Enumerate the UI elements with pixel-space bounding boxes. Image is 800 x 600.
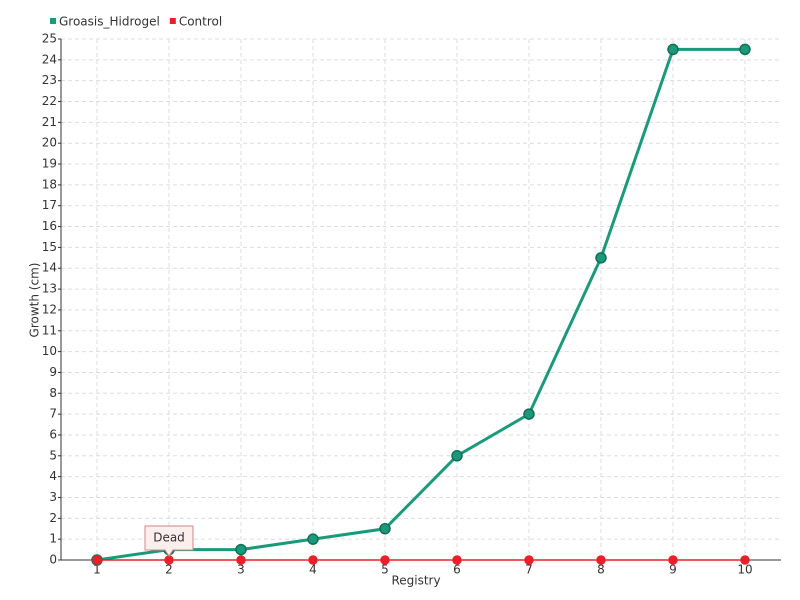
- data-point: [379, 522, 391, 535]
- y-tick-label: 22: [42, 94, 57, 108]
- y-tick-label: 1: [49, 532, 57, 546]
- x-tick-label: 5: [381, 563, 389, 577]
- data-point: [164, 555, 174, 565]
- y-tick-label: 13: [42, 282, 57, 296]
- data-point: [740, 555, 750, 565]
- annotation-box: [144, 525, 194, 557]
- y-tick-label: 10: [42, 344, 57, 358]
- data-point: [236, 555, 246, 565]
- y-tick-label: 9: [49, 365, 57, 379]
- y-tick-label: 12: [42, 302, 57, 316]
- data-point: [667, 43, 679, 56]
- y-tick-label: 17: [42, 198, 57, 212]
- x-tick-label: 7: [525, 563, 533, 577]
- x-tick-label: 3: [237, 563, 245, 577]
- data-point: [92, 555, 102, 565]
- y-tick-label: 19: [42, 157, 57, 171]
- y-tick-label: 0: [49, 553, 57, 567]
- y-tick-label: 14: [42, 261, 57, 275]
- y-tick-label: 23: [42, 73, 57, 87]
- x-axis-label: Registry: [391, 574, 440, 588]
- y-tick-label: 7: [49, 407, 57, 421]
- y-tick-label: 21: [42, 115, 57, 129]
- data-point: [235, 543, 247, 556]
- x-tick-label: 6: [453, 563, 461, 577]
- y-tick-label: 15: [42, 240, 57, 254]
- data-point: [451, 450, 463, 462]
- data-point: [739, 43, 751, 56]
- x-tick-label: 2: [165, 563, 173, 577]
- legend-label: Control: [179, 15, 222, 29]
- y-tick-label: 4: [49, 469, 57, 483]
- data-point: [523, 408, 535, 420]
- y-tick-label: 3: [49, 490, 57, 504]
- y-tick-label: 5: [49, 448, 57, 462]
- legend-label: Groasis_Hidrogel: [59, 15, 160, 29]
- series-line: [96, 47, 745, 562]
- data-point: [307, 533, 319, 545]
- y-tick-label: 6: [49, 427, 57, 441]
- data-point: [596, 555, 606, 565]
- data-point: [595, 252, 607, 264]
- x-tick-label: 10: [737, 563, 752, 577]
- x-tick-label: 1: [93, 563, 101, 577]
- y-tick-label: 8: [49, 386, 57, 400]
- y-axis-label: Growth (cm): [28, 263, 42, 338]
- data-point: [308, 555, 318, 565]
- x-tick-label: 9: [669, 563, 677, 577]
- legend-swatch: [169, 18, 176, 24]
- legend-swatch: [50, 18, 56, 24]
- y-tick-label: 18: [42, 177, 57, 191]
- y-tick-label: 24: [42, 52, 57, 66]
- y-tick-label: 16: [42, 219, 57, 233]
- data-point: [452, 555, 462, 565]
- y-tick-label: 20: [42, 136, 57, 150]
- data-point: [380, 555, 390, 565]
- y-tick-label: 11: [42, 323, 57, 337]
- annotation-text: Dead: [153, 531, 185, 545]
- x-tick-label: 4: [309, 563, 317, 577]
- y-tick-label: 25: [42, 32, 57, 46]
- y-tick-label: 2: [49, 511, 57, 525]
- x-tick-label: 8: [597, 563, 605, 577]
- data-point: [524, 555, 534, 565]
- data-point: [668, 555, 678, 565]
